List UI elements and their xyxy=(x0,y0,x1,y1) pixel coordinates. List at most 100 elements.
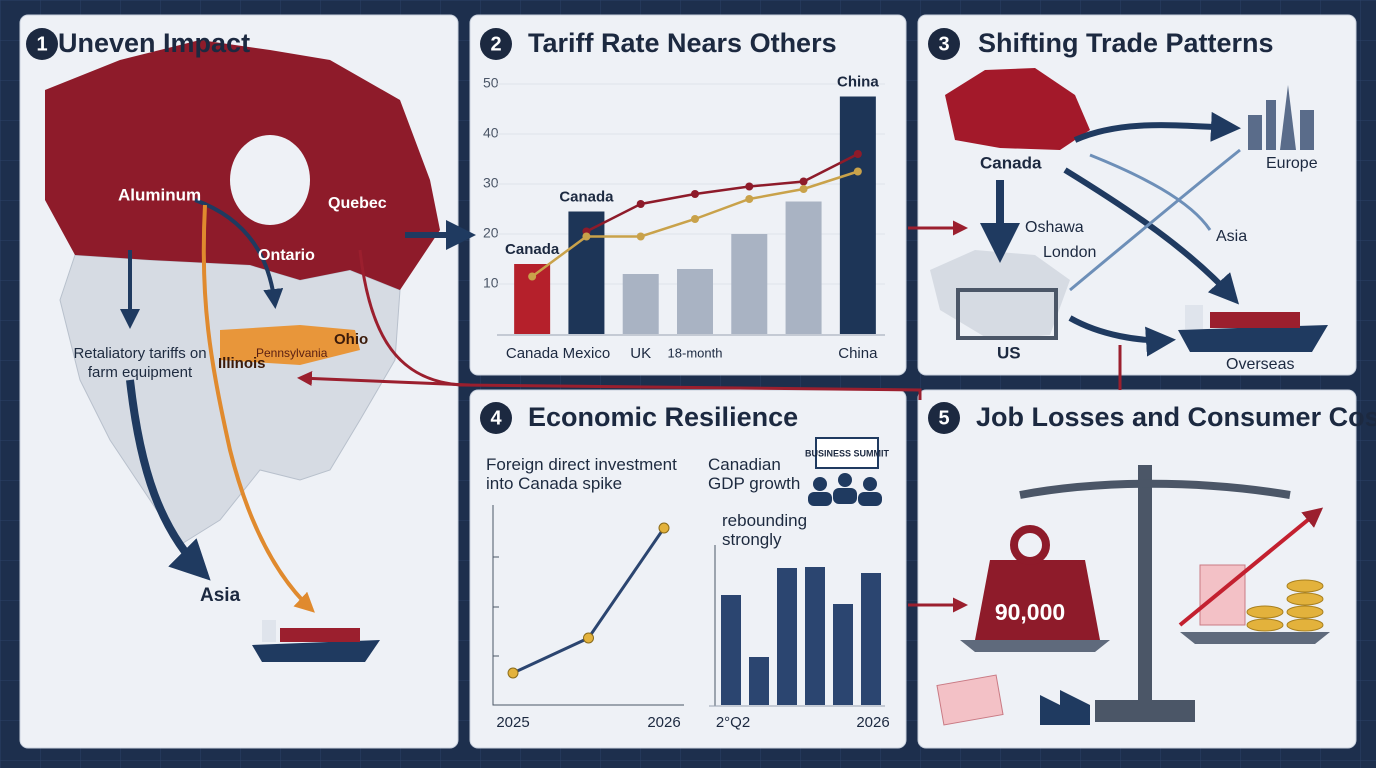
x-tick-label: China xyxy=(838,345,878,362)
panel-number: 4 xyxy=(490,407,502,429)
gate xyxy=(956,288,1058,340)
bar xyxy=(677,269,713,334)
axis-line xyxy=(492,505,684,706)
bar xyxy=(721,595,741,705)
chart-title: Foreign direct investment into Canada sp… xyxy=(486,455,677,493)
arrow xyxy=(201,204,315,613)
map-label: Asia xyxy=(200,585,241,606)
bar xyxy=(805,567,825,705)
bar-label: Canada xyxy=(559,188,614,205)
trade-map xyxy=(908,68,1328,390)
point xyxy=(691,215,699,223)
map-label: Canada xyxy=(980,153,1042,172)
panel-title: Economic Resilience xyxy=(528,402,798,432)
panel-number: 3 xyxy=(938,33,949,55)
point xyxy=(853,167,862,176)
map-label: London xyxy=(1043,244,1096,261)
bar xyxy=(622,274,659,334)
bar xyxy=(749,657,769,705)
map-label: Overseas xyxy=(1226,356,1294,373)
point xyxy=(745,195,754,203)
panel-number: 2 xyxy=(490,33,501,55)
point xyxy=(583,632,594,644)
canada-shape xyxy=(945,68,1090,150)
x-tick-label: 2°Q2 xyxy=(716,714,750,731)
map-label: Illinois xyxy=(218,355,266,372)
arrow xyxy=(1073,111,1241,143)
panel-title: Job Losses and Consumer Costs xyxy=(976,402,1376,432)
scale xyxy=(908,465,1330,726)
number-badge xyxy=(480,402,512,434)
bar xyxy=(839,96,876,334)
point xyxy=(799,185,808,193)
panel-title: Shifting Trade Patterns xyxy=(978,28,1274,58)
x-tick-label: Canada xyxy=(506,345,559,362)
bar xyxy=(777,568,797,705)
bar xyxy=(731,234,768,334)
summit-icon xyxy=(808,437,882,506)
x-tick-label: UK xyxy=(630,345,651,362)
bar xyxy=(833,604,853,705)
panel-title: Uneven Impact xyxy=(58,28,250,58)
map-label: 90,000 xyxy=(995,599,1065,625)
point xyxy=(691,190,699,198)
x-tick-label: 2026 xyxy=(647,714,680,731)
x-tick-label: 2025 xyxy=(496,714,529,731)
point xyxy=(507,667,519,679)
point xyxy=(658,522,670,534)
y-tick-label: 20 xyxy=(483,225,499,241)
arrow xyxy=(1068,315,1176,357)
map-label: BUSINESS SUMMIT xyxy=(805,448,890,458)
x-tick-label: 2026 xyxy=(856,714,889,731)
point xyxy=(799,177,808,186)
point xyxy=(636,232,645,241)
y-tick-label: 30 xyxy=(483,175,499,191)
map-label: Pennsylvania xyxy=(256,346,328,360)
number-badge xyxy=(928,402,960,434)
line xyxy=(585,152,859,233)
y-tick-label: 50 xyxy=(483,75,499,91)
bar xyxy=(785,201,822,334)
y-tick-label: 40 xyxy=(483,125,499,141)
x-tick-label: Mexico xyxy=(563,345,611,362)
number-badge xyxy=(928,28,960,60)
panel-number: 5 xyxy=(938,407,949,429)
map-label: Ohio xyxy=(334,331,368,348)
chart-subtitle: rebounding strongly xyxy=(722,511,808,549)
x-tick-label: 18-month xyxy=(668,345,723,360)
point xyxy=(853,150,862,158)
point xyxy=(582,232,591,241)
arrow xyxy=(126,379,211,581)
map-label: Aluminum xyxy=(118,185,201,204)
arrow xyxy=(1069,148,1241,292)
highlight-region xyxy=(220,325,360,365)
map-label: US xyxy=(997,343,1021,362)
map-label: Ontario xyxy=(258,247,315,264)
hudson-bay xyxy=(230,135,310,225)
map-label: Retaliatory tariffs on farm equipment xyxy=(73,345,207,381)
chart-title: Canadian GDP growth xyxy=(708,455,801,493)
point xyxy=(528,272,537,281)
number-badge xyxy=(480,28,512,60)
point xyxy=(745,182,754,191)
map xyxy=(45,40,922,662)
map-label: Quebec xyxy=(328,195,387,212)
arrow xyxy=(194,198,284,309)
bar xyxy=(861,573,881,705)
ship xyxy=(252,620,380,662)
point xyxy=(636,200,645,208)
ship xyxy=(1178,305,1328,352)
skyline xyxy=(1248,85,1314,150)
bar-label: China xyxy=(837,73,879,90)
panel-number: 1 xyxy=(36,33,47,55)
arrow xyxy=(1089,153,1212,231)
panel xyxy=(917,389,1357,749)
map-label: Oshawa xyxy=(1025,219,1084,236)
arrow xyxy=(1063,167,1240,305)
number-badge xyxy=(26,28,58,60)
bar-label: Canada xyxy=(505,241,560,258)
y-tick-label: 10 xyxy=(483,275,499,291)
panel-title: Tariff Rate Nears Others xyxy=(528,28,837,58)
